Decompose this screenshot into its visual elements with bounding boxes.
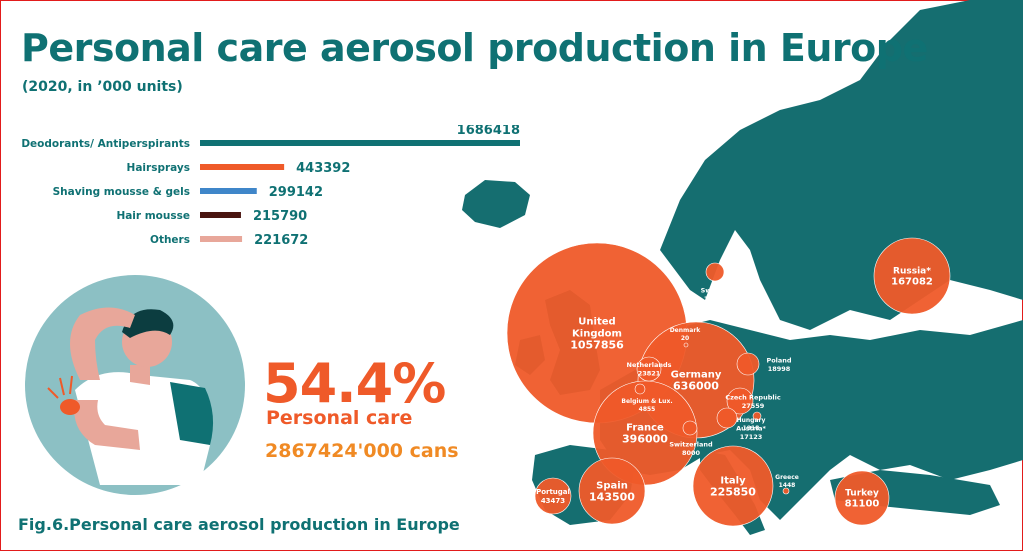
bubble-label: Kingdom: [572, 329, 622, 340]
map-region-iceland: [462, 180, 530, 228]
bubble-belgium-lux-: [634, 383, 646, 395]
bar-4: [200, 236, 243, 242]
bubble-poland: [736, 352, 760, 376]
bubble-label: Turkey: [845, 489, 879, 499]
bubble-label: 636000: [673, 380, 719, 393]
bubble-label: Portugal: [536, 488, 570, 496]
bar-2: [200, 188, 257, 194]
bubble-label: France: [626, 423, 664, 434]
bar-value-label: 221672: [254, 233, 308, 248]
person-sleeve: [170, 382, 214, 445]
bar-1: [200, 164, 285, 170]
bubble-label: 20: [681, 335, 689, 342]
product-bar-chart: Deodorants/ Antiperspirants 1686418 Hairsp…: [21, 125, 520, 248]
bubble-label: 1448: [779, 482, 796, 489]
bubble-label: Poland: [766, 356, 791, 364]
bubble-label: 143500: [589, 491, 635, 504]
bar-0: [200, 140, 520, 146]
bar-3: [200, 212, 241, 218]
personal-care-label: Personal care: [266, 407, 413, 429]
bubble-italy: [692, 445, 774, 527]
bubble-label: 167082: [891, 277, 933, 288]
bubble-label: Spain: [596, 481, 628, 492]
bubble-label: Netherlands: [627, 361, 672, 369]
bar-category-label: Deodorants/ Antiperspirants: [21, 138, 190, 150]
bar-value-label: 299142: [269, 185, 323, 200]
person-spraying-illustration: [25, 275, 245, 495]
bubble-label: Russia*: [893, 267, 931, 277]
bubble-label: 23821: [638, 370, 661, 378]
bubble-portugal: [534, 477, 572, 515]
bubble-label: Belgium & Lux.: [621, 398, 672, 405]
bubble-label: 4855: [639, 406, 656, 413]
bubble-russia-: [873, 237, 951, 315]
page-title: Personal care aerosol production in Euro…: [21, 26, 928, 70]
bubble-label: 11811: [704, 295, 727, 303]
bubble-sweden: [705, 262, 725, 282]
bubble-label: Hungary: [737, 417, 766, 424]
figure-caption: Fig.6.Personal care aerosol production i…: [18, 515, 460, 534]
bar-value-label: 443392: [296, 161, 350, 176]
bubble-label: Germany: [671, 370, 722, 381]
bar-category-label: Shaving mousse & gels: [53, 186, 190, 198]
bubble-label: Czech Republic: [725, 393, 781, 401]
bubble-label: 43473: [541, 497, 565, 505]
person-arm: [74, 400, 140, 450]
bubble-label: 17123: [740, 433, 763, 441]
personal-care-cans: 2867424'000 cans: [265, 440, 459, 462]
bar-category-label: Hair mousse: [116, 210, 190, 222]
bubble-czech-republic: [726, 387, 754, 415]
spray-mist-icon: [47, 375, 73, 399]
bubble-denmark: [683, 342, 689, 348]
bar-value-label: 215790: [253, 209, 307, 224]
bar-category-label: Hairsprays: [127, 162, 190, 174]
person-neck: [130, 365, 150, 385]
bubble-label: Austria*: [736, 424, 766, 432]
bubble-switzerland: [682, 420, 698, 436]
bubble-label: Denmark: [670, 327, 702, 334]
page-subtitle: (2020, in ’000 units): [22, 79, 183, 95]
bubble-label: Switzerland: [669, 440, 713, 448]
bubble-label: Greece: [775, 474, 799, 481]
person-hair: [122, 309, 174, 338]
bubble-label: 1057856: [570, 339, 624, 352]
bubble-netherlands: [636, 356, 662, 382]
spray-can-icon: [60, 399, 80, 415]
bubble-turkey: [834, 470, 890, 526]
bubble-spain: [578, 457, 646, 525]
bar-category-label: Others: [150, 234, 190, 246]
bubble-label: Sweden: [701, 286, 730, 294]
bubble-label: 27559: [742, 402, 765, 410]
bubble-label: 81100: [845, 499, 880, 510]
personal-care-percent: 54.4%: [263, 352, 446, 415]
bar-value-label: 1686418: [457, 125, 520, 138]
bubble-label: Italy: [720, 476, 746, 487]
bubble-label: United: [578, 317, 615, 328]
bubble-label: 18998: [768, 365, 791, 373]
bubble-hungary: [752, 411, 762, 421]
bubble-label: 225850: [710, 486, 756, 499]
bubble-label: 396000: [622, 433, 668, 446]
person-raised-arm: [70, 307, 135, 380]
bubble-austria-: [716, 407, 738, 429]
bubble-label: 8000: [682, 449, 701, 457]
bubble-label: 1918: [743, 425, 760, 432]
bubble-greece: [782, 487, 790, 495]
